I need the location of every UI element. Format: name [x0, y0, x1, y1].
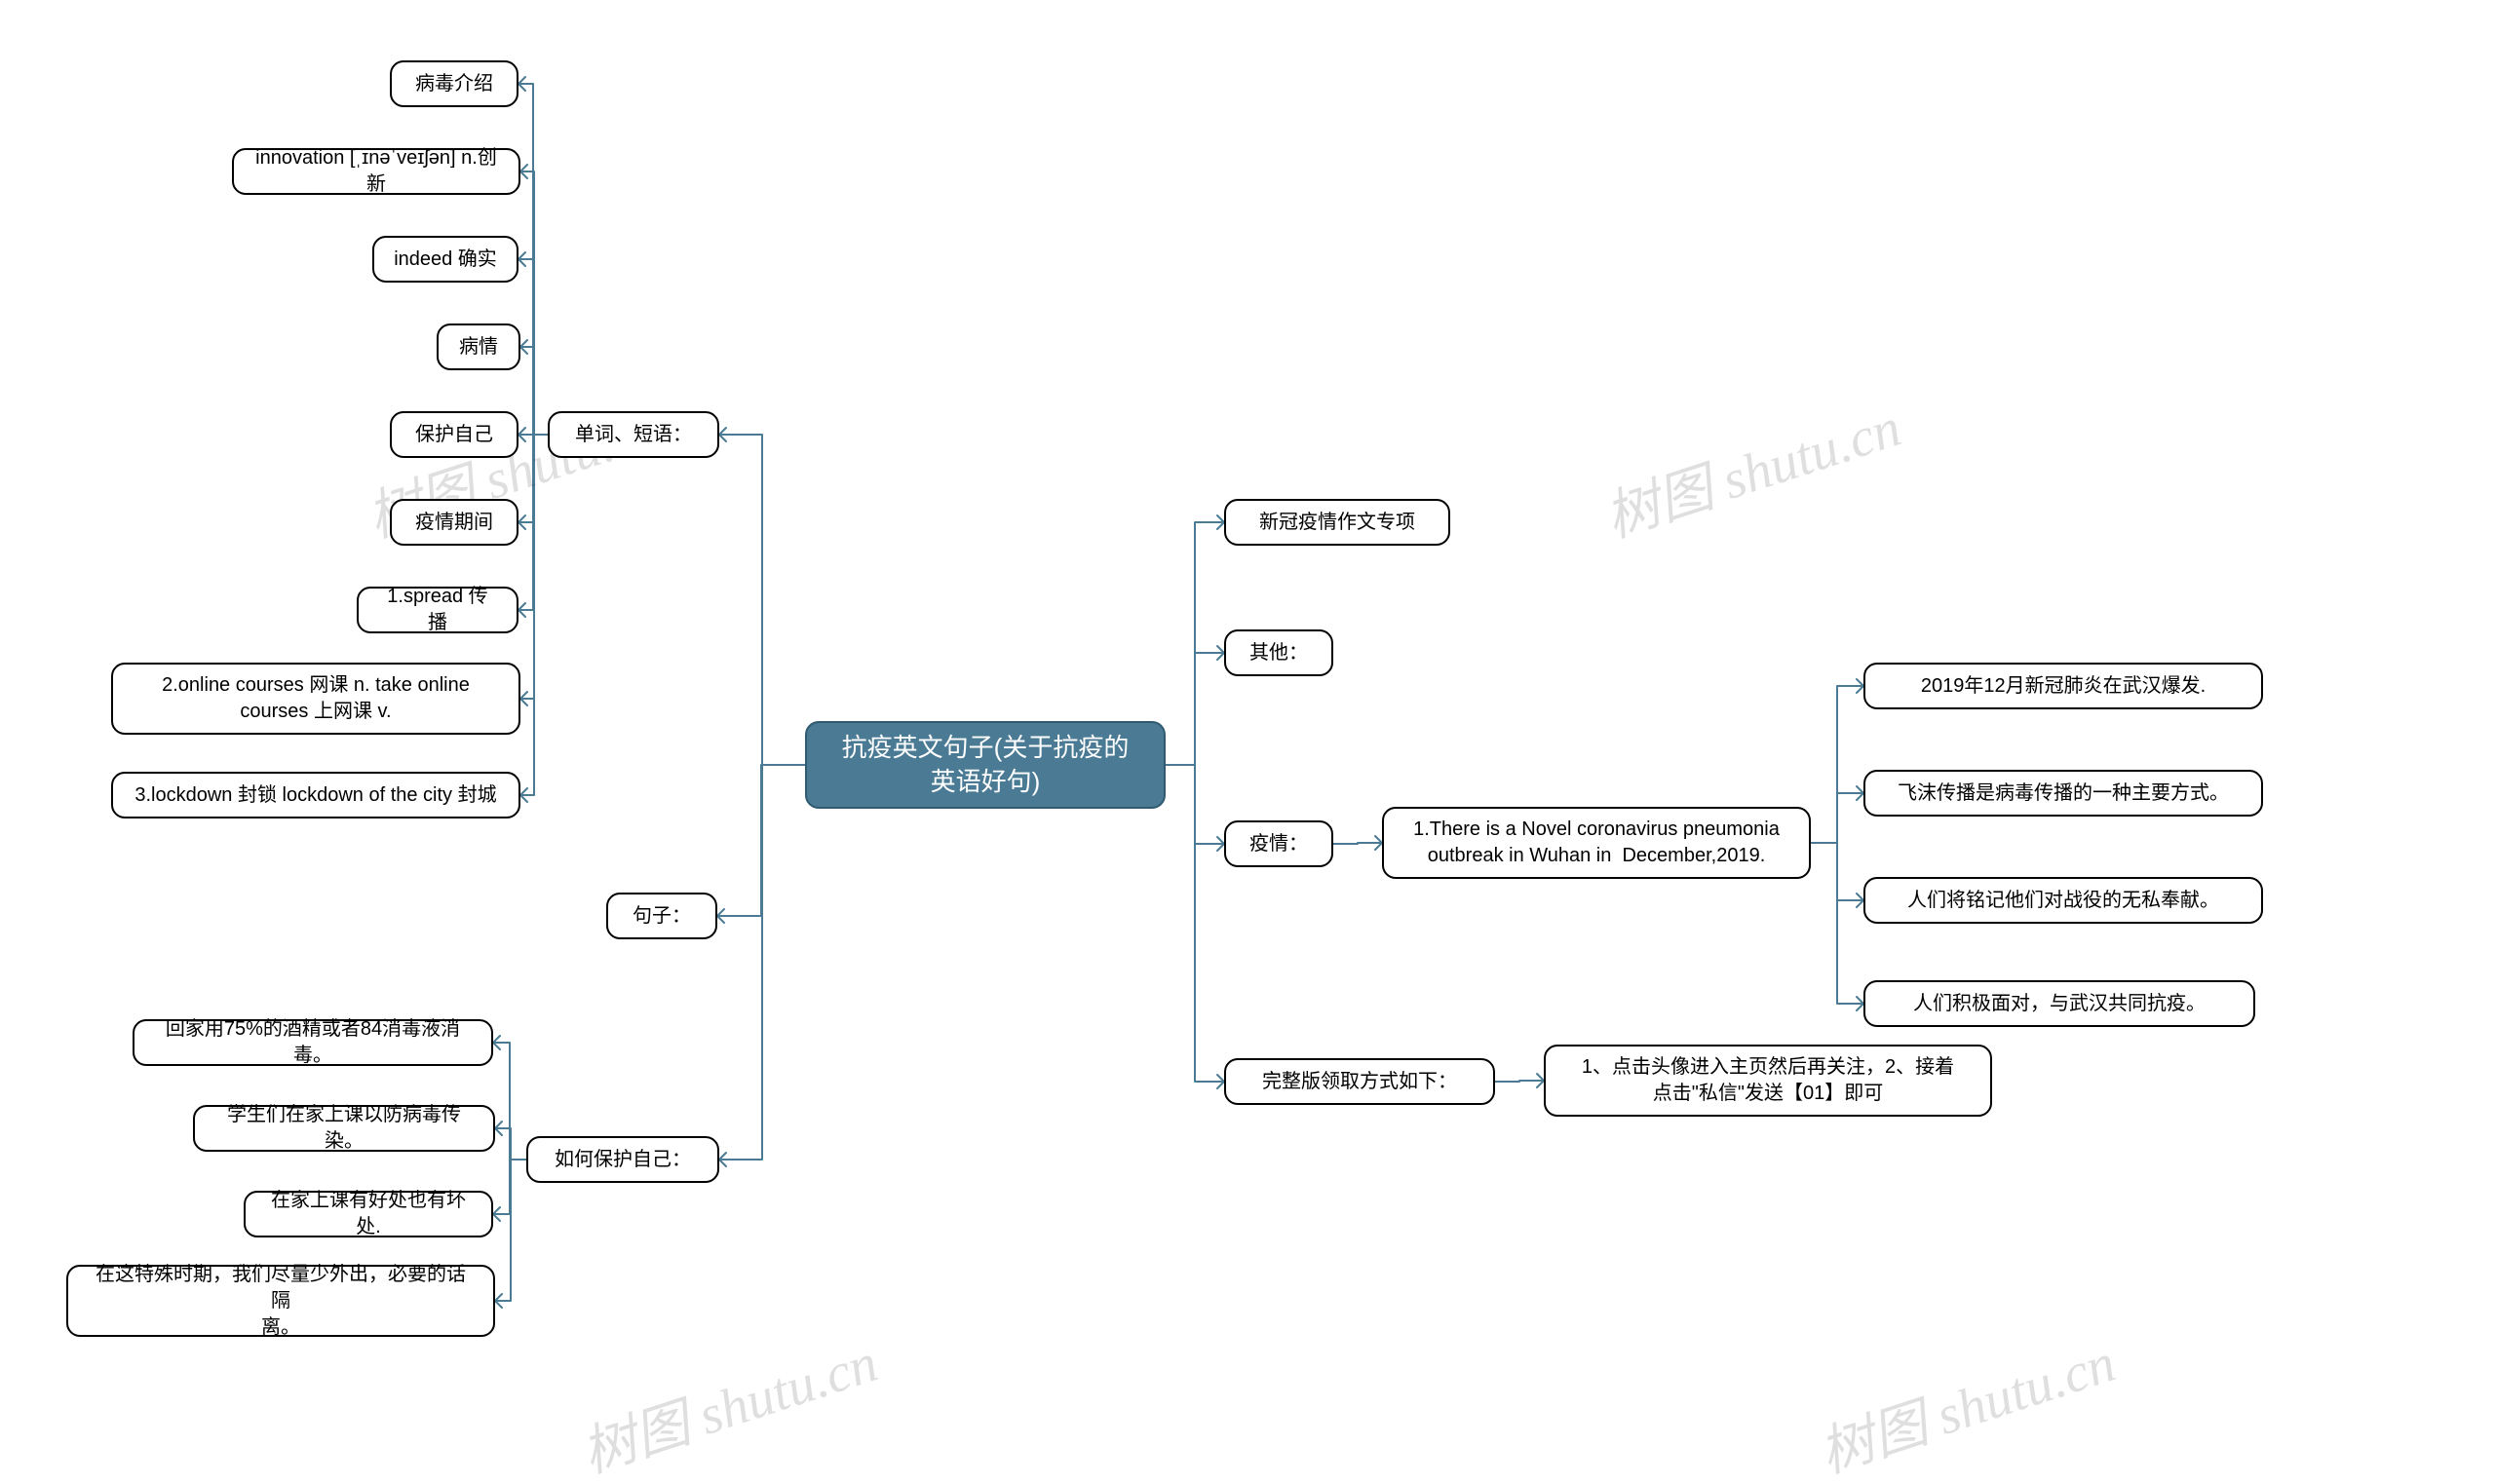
node-label: 疫情期间 [415, 510, 493, 536]
node-label: 句子： [633, 903, 691, 930]
node-label: 在这特殊时期，我们尽量少外出，必要的话隔 离。 [88, 1262, 474, 1341]
node-lb1c6[interactable]: 疫情期间 [390, 499, 518, 546]
node-label: 疫情： [1249, 831, 1308, 857]
node-lb3c1[interactable]: 回家用75%的酒精或者84消毒液消毒。 [133, 1019, 493, 1066]
node-label: 人们将铭记他们对战役的无私奉献。 [1907, 888, 2219, 914]
node-label: 2.online courses 网课 n. take online cours… [162, 672, 470, 725]
watermark: 树图 shutu.cn [570, 1318, 886, 1484]
node-label: innovation [ˌɪnəˈveɪʃən] n.创新 [253, 145, 499, 198]
node-label: 病毒介绍 [415, 71, 493, 97]
node-label: 1、点击头像进入主页然后再关注，2、接着 点击"私信"发送【01】即可 [1582, 1054, 1954, 1107]
node-label: 飞沫传播是病毒传播的一种主要方式。 [1898, 780, 2229, 807]
node-label: 人们积极面对，与武汉共同抗疫。 [1913, 991, 2206, 1017]
node-rb3c3[interactable]: 人们将铭记他们对战役的无私奉献。 [1863, 877, 2263, 924]
node-lb3c3[interactable]: 在家上课有好处也有坏处. [244, 1191, 493, 1237]
node-rb3c1[interactable]: 2019年12月新冠肺炎在武汉爆发. [1863, 663, 2263, 709]
watermark: 树图 shutu.cn [1808, 1318, 2124, 1484]
mindmap-canvas: 树图 shutu.cn树图 shutu.cn树图 shutu.cn树图 shut… [0, 0, 2495, 1484]
node-label: 如何保护自己： [555, 1147, 691, 1173]
node-rb3[interactable]: 疫情： [1224, 820, 1333, 867]
node-rb4c[interactable]: 1、点击头像进入主页然后再关注，2、接着 点击"私信"发送【01】即可 [1544, 1045, 1992, 1117]
node-label: 保护自己 [415, 422, 493, 448]
node-label: 病情 [459, 334, 498, 361]
node-rb3c4[interactable]: 人们积极面对，与武汉共同抗疫。 [1863, 980, 2255, 1027]
node-rb4[interactable]: 完整版领取方式如下： [1224, 1058, 1495, 1105]
node-label: 学生们在家上课以防病毒传染。 [214, 1102, 474, 1155]
node-label: indeed 确实 [394, 247, 497, 273]
node-lb2[interactable]: 句子： [606, 893, 717, 939]
node-label: 完整版领取方式如下： [1262, 1069, 1457, 1095]
node-rb3c2[interactable]: 飞沫传播是病毒传播的一种主要方式。 [1863, 770, 2263, 817]
node-lb1c2[interactable]: innovation [ˌɪnəˈveɪʃən] n.创新 [232, 148, 520, 195]
node-lb1c7[interactable]: 1.spread 传播 [357, 587, 518, 633]
node-lb1c3[interactable]: indeed 确实 [372, 236, 518, 283]
node-label: 单词、短语： [575, 422, 692, 448]
node-lb1c4[interactable]: 病情 [437, 323, 520, 370]
node-label: 在家上课有好处也有坏处. [265, 1188, 472, 1240]
node-rb3c[interactable]: 1.There is a Novel coronavirus pneumonia… [1382, 807, 1811, 879]
node-root[interactable]: 抗疫英文句子(关于抗疫的 英语好句) [805, 721, 1166, 809]
watermark: 树图 shutu.cn [1593, 383, 1909, 552]
node-label: 抗疫英文句子(关于抗疫的 英语好句) [842, 731, 1130, 799]
node-label: 回家用75%的酒精或者84消毒液消毒。 [154, 1016, 472, 1069]
node-label: 1.spread 传播 [378, 584, 497, 636]
node-label: 其他： [1249, 640, 1308, 666]
node-lb3[interactable]: 如何保护自己： [526, 1136, 719, 1183]
node-label: 3.lockdown 封锁 lockdown of the city 封城 [134, 782, 496, 809]
node-label: 新冠疫情作文专项 [1259, 510, 1415, 536]
node-lb1c5[interactable]: 保护自己 [390, 411, 518, 458]
node-lb1c9[interactable]: 3.lockdown 封锁 lockdown of the city 封城 [111, 772, 520, 818]
node-rb1[interactable]: 新冠疫情作文专项 [1224, 499, 1450, 546]
node-lb3c4[interactable]: 在这特殊时期，我们尽量少外出，必要的话隔 离。 [66, 1265, 495, 1337]
node-lb3c2[interactable]: 学生们在家上课以防病毒传染。 [193, 1105, 495, 1152]
node-lb1c1[interactable]: 病毒介绍 [390, 60, 518, 107]
node-label: 2019年12月新冠肺炎在武汉爆发. [1921, 673, 2206, 700]
node-label: 1.There is a Novel coronavirus pneumonia… [1413, 817, 1780, 869]
node-lb1c8[interactable]: 2.online courses 网课 n. take online cours… [111, 663, 520, 735]
node-rb2[interactable]: 其他： [1224, 629, 1333, 676]
node-lb1[interactable]: 单词、短语： [548, 411, 719, 458]
